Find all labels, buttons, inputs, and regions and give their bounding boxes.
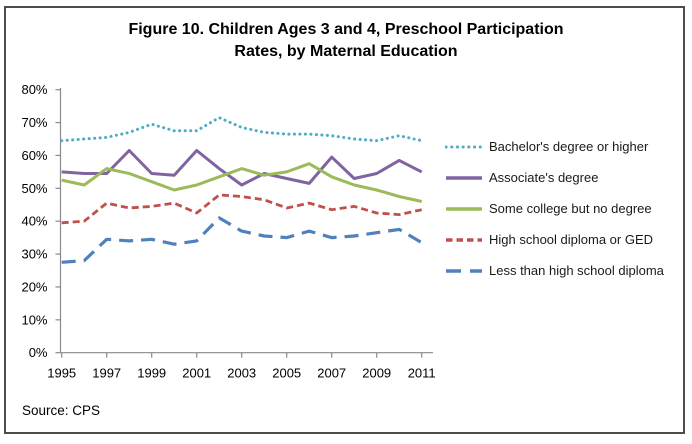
x-axis-label: 2005 xyxy=(272,366,301,381)
legend-item: Associate's degree xyxy=(445,162,664,193)
chart-legend: Bachelor's degree or higher Associate's d… xyxy=(445,131,664,286)
y-axis-label: 80% xyxy=(21,82,47,97)
y-axis-label: 30% xyxy=(21,247,47,262)
legend-label: High school diploma or GED xyxy=(489,232,654,247)
x-axis-label: 1997 xyxy=(92,366,121,381)
y-axis-label: 70% xyxy=(21,115,47,130)
source-note: Source: CPS xyxy=(22,403,101,418)
series-line-3 xyxy=(61,162,423,203)
x-axis-label: 2003 xyxy=(227,366,256,381)
legend-label: Less than high school diploma xyxy=(489,263,664,278)
x-axis-label: 2009 xyxy=(362,366,391,381)
legend-marker-icon xyxy=(445,145,483,148)
x-axis-label: 1999 xyxy=(137,366,166,381)
figure-border xyxy=(4,6,685,434)
legend-marker-icon xyxy=(446,268,482,273)
x-axis-label: 2001 xyxy=(182,366,211,381)
y-axis-label: 60% xyxy=(21,148,47,163)
chart-title-line-1: Figure 10. Children Ages 3 and 4, Presch… xyxy=(128,21,564,38)
legend-item: Less than high school diploma xyxy=(445,255,664,286)
y-axis-label: 0% xyxy=(29,345,48,360)
series-line-1 xyxy=(60,116,424,143)
legend-item: High school diploma or GED xyxy=(445,224,664,255)
legend-label: Some college but no degree xyxy=(489,201,652,216)
legend-marker-icon xyxy=(446,237,482,242)
x-axis-label: 2011 xyxy=(408,366,436,381)
x-axis-label: 1995 xyxy=(47,366,76,381)
legend-item: Bachelor's degree or higher xyxy=(445,131,664,162)
chart-title: Figure 10. Children Ages 3 and 4, Presch… xyxy=(0,19,692,63)
series-line-4 xyxy=(61,193,422,225)
y-axis-label: 50% xyxy=(21,181,47,196)
legend-label: Bachelor's degree or higher xyxy=(489,139,649,154)
y-axis-label: 10% xyxy=(21,312,47,327)
chart-title-line-2: Rates, by Maternal Education xyxy=(234,43,458,60)
legend-item: Some college but no degree xyxy=(445,193,664,224)
y-axis-label: 20% xyxy=(21,279,47,294)
legend-label: Associate's degree xyxy=(489,170,599,185)
legend-marker-icon xyxy=(446,175,482,180)
series-line-2 xyxy=(61,149,423,187)
y-axis-label: 40% xyxy=(21,214,47,229)
series-line-5 xyxy=(61,216,423,264)
legend-marker-icon xyxy=(446,206,482,211)
x-axis-label: 2007 xyxy=(317,366,346,381)
